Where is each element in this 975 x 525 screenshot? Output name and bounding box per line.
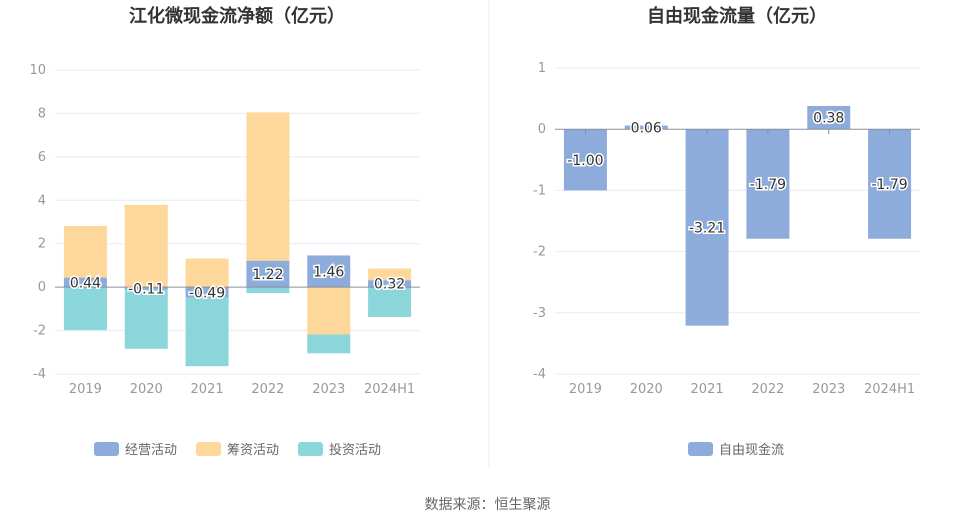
bar-经营活动-2022 (246, 260, 290, 288)
bar-经营活动-2023 (307, 255, 351, 288)
x-tick-label: 2023 (312, 382, 345, 397)
y-tick-label: -4 (33, 367, 46, 382)
x-tick-label: 2024H1 (864, 382, 915, 397)
bar-自由现金流-2022 (746, 129, 790, 239)
cash-flow-net-chart: 江化微现金流净额（亿元） -4 -2 0 2 4 6 8 10 2019 2020 2021 2022 2… (29, 5, 420, 458)
data-source-note: 数据来源：恒生聚源 (424, 497, 551, 513)
bar-筹资活动-2022 (246, 112, 290, 261)
x-tick-label: 2021 (191, 382, 224, 397)
data-label: -1.79 (750, 177, 786, 193)
x-tick-label: 2019 (69, 382, 102, 397)
legend-swatch (196, 442, 221, 456)
y-tick-label: 0 (38, 280, 46, 295)
data-label: 0.38 (813, 111, 844, 127)
x-tick-label: 2020 (630, 382, 663, 397)
chart-title: 自由现金流量（亿元） (647, 5, 827, 27)
legend-label: 投资活动 (329, 442, 381, 458)
x-tick-label: 2022 (251, 382, 284, 397)
bar-投资活动-2024H1 (368, 287, 412, 317)
free-cash-flow-chart: 自由现金流量（亿元） -4 -3 -2 -1 0 1 2019 2020 2021 2022 2023… (533, 5, 920, 458)
legend-label: 筹资活动 (227, 442, 279, 458)
y-tick-label: -4 (533, 367, 546, 382)
legend-label: 自由现金流 (719, 442, 784, 458)
y-tick-label: -2 (533, 245, 546, 260)
bar-筹资活动-2024H1 (368, 268, 412, 281)
bar-经营活动-2021 (185, 287, 229, 298)
data-label: -3.21 (689, 220, 725, 236)
bar-自由现金流-2024H1 (868, 129, 912, 239)
bar-自由现金流-2023 (807, 105, 851, 130)
data-label: 0.32 (374, 277, 405, 293)
chart-title: 江化微现金流净额（亿元） (129, 5, 345, 27)
data-label: 1.46 (313, 264, 344, 280)
data-label: -0.11 (128, 281, 164, 297)
bar-经营活动-2024H1 (368, 280, 412, 288)
y-tick-label: 10 (29, 63, 46, 78)
bar-筹资活动-2021 (185, 258, 229, 288)
data-label: 1.22 (252, 267, 283, 283)
y-tick-label: -2 (33, 324, 46, 339)
data-label: -1.00 (567, 153, 603, 169)
bar-投资活动-2020 (124, 289, 168, 349)
legend-swatch (298, 442, 323, 456)
bar-投资活动-2022 (246, 287, 290, 294)
x-tick-label: 2023 (812, 382, 845, 397)
bar-经营活动-2020 (124, 287, 168, 290)
y-tick-label: 1 (538, 61, 546, 76)
legend-label: 经营活动 (125, 443, 177, 458)
y-tick-label: -1 (533, 183, 546, 198)
x-tick-label: 2022 (751, 382, 784, 397)
data-label: 0.44 (70, 275, 101, 291)
x-tick-label: 2019 (569, 382, 602, 397)
legend-swatch (94, 442, 119, 456)
bar-投资活动-2023 (307, 334, 351, 354)
x-tick-label: 2024H1 (364, 382, 415, 397)
y-tick-label: 6 (38, 150, 46, 165)
bar-投资活动-2019 (63, 287, 107, 331)
bar-投资活动-2021 (185, 297, 229, 367)
legend-swatch (688, 442, 713, 456)
data-label: -0.49 (189, 285, 225, 301)
y-tick-label: -3 (533, 306, 546, 321)
bar-自由现金流-2021 (685, 129, 729, 326)
y-tick-label: 4 (38, 193, 46, 208)
y-tick-label: 0 (538, 122, 546, 137)
x-tick-label: 2020 (130, 382, 163, 397)
x-tick-label: 2021 (691, 382, 724, 397)
bar-经营活动-2019 (63, 277, 107, 288)
bar-筹资活动-2023 (307, 287, 351, 335)
data-label: 0.06 (631, 120, 662, 136)
bar-自由现金流-2019 (563, 129, 607, 191)
bar-自由现金流-2020 (624, 125, 668, 130)
y-tick-label: 2 (38, 237, 46, 252)
y-tick-label: 8 (38, 106, 46, 121)
bar-筹资活动-2020 (124, 204, 168, 288)
data-label: -1.79 (871, 177, 907, 193)
bar-筹资活动-2019 (63, 225, 107, 278)
